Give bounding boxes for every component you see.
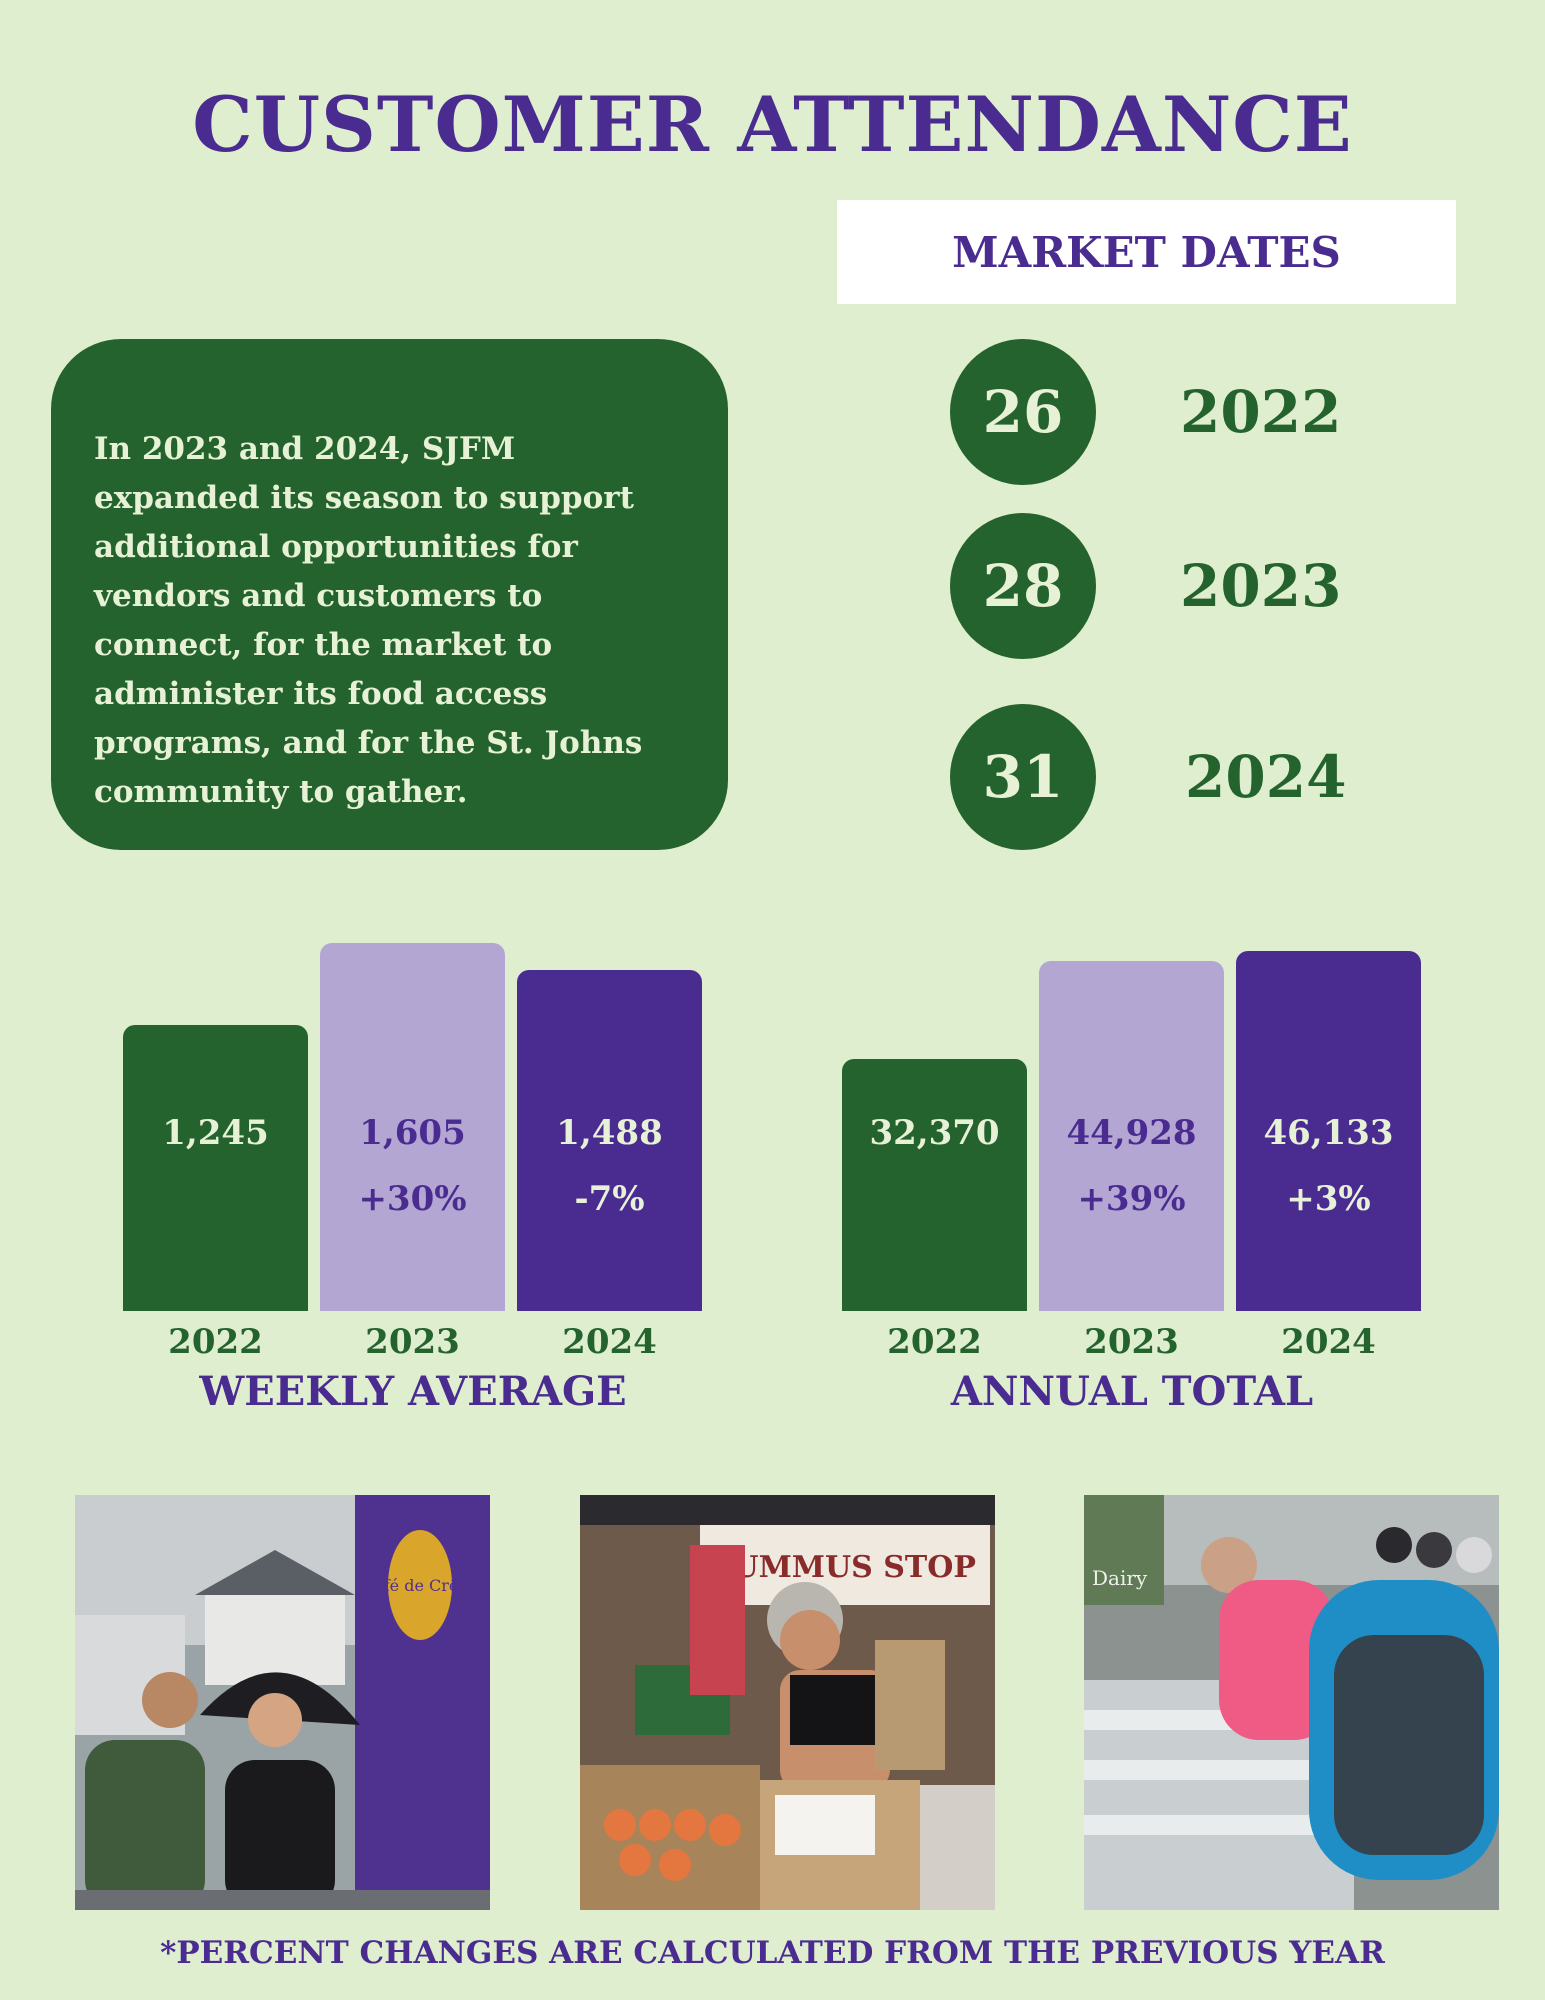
market-date-row-2023: 28 2023: [950, 513, 1470, 659]
market-date-row-2022: 26 2022: [950, 339, 1470, 485]
sign-text: HUMMUS STOP: [704, 1550, 976, 1585]
x-axis-label: 2022: [168, 1322, 263, 1362]
intro-text: In 2023 and 2024, SJFM expanded its seas…: [94, 431, 643, 810]
bar-2024: [1236, 951, 1421, 1311]
bar-value-label: 1,488: [556, 1113, 663, 1153]
market-date-row-2024: 31 2024: [950, 704, 1470, 850]
annual-total-chart: ANNUAL TOTAL 32,370 2022 44,928 +39% 2023 46,…: [842, 900, 1422, 1415]
bar-2023: [1039, 961, 1224, 1311]
market-date-count: 26: [950, 339, 1096, 485]
intro-text-box: In 2023 and 2024, SJFM expanded its seas…: [51, 339, 728, 850]
bar-change-label: +39%: [1077, 1179, 1186, 1219]
market-date-year: 2022: [1180, 378, 1342, 446]
bar-value-label: 44,928: [1066, 1113, 1197, 1153]
market-date-year: 2024: [1185, 743, 1347, 811]
bar-value-label: 1,245: [162, 1113, 269, 1153]
x-axis-label: 2023: [365, 1322, 460, 1362]
x-axis-label: 2024: [562, 1322, 657, 1362]
bar-2024: [517, 970, 702, 1311]
bar-2022: [842, 1059, 1027, 1311]
bar-change-label: -7%: [574, 1179, 645, 1219]
bar-value-label: 46,133: [1263, 1113, 1394, 1153]
x-axis-label: 2022: [887, 1322, 982, 1362]
market-photo-dairy-shoppers: Dairy: [1084, 1495, 1499, 1910]
market-dates-header: MARKET DATES: [837, 200, 1456, 304]
chart-title: WEEKLY AVERAGE: [199, 1368, 627, 1415]
x-axis-label: 2023: [1084, 1322, 1179, 1362]
weekly-average-chart: WEEKLY AVERAGE 1,245 2022 1,605 +30% 2023 1,4…: [123, 900, 703, 1415]
page-title: CUSTOMER ATTENDANCE: [192, 80, 1353, 169]
photo-peach-vendor-image: HUMMUS STOP: [580, 1495, 995, 1910]
chart-title: ANNUAL TOTAL: [950, 1368, 1314, 1415]
market-photo-umbrella-couple: Café de Crêpe: [75, 1495, 490, 1910]
photo-dairy-shoppers-image: Dairy: [1084, 1495, 1499, 1910]
bar-change-label: +30%: [358, 1179, 467, 1219]
bar-value-label: 32,370: [869, 1113, 1000, 1153]
x-axis-label: 2024: [1281, 1322, 1376, 1362]
photo-umbrella-couple-image: Café de Crêpe: [75, 1495, 490, 1910]
bar-2022: [123, 1025, 308, 1311]
bar-value-label: 1,605: [359, 1113, 466, 1153]
bar-2023: [320, 943, 505, 1311]
market-date-count: 28: [950, 513, 1096, 659]
sign-text: Café de Crêpe: [362, 1576, 478, 1595]
bar-change-label: +3%: [1286, 1179, 1371, 1219]
sign-text: Dairy: [1092, 1566, 1148, 1590]
footnote: *PERCENT CHANGES ARE CALCULATED FROM THE…: [160, 1935, 1385, 1971]
market-date-count: 31: [950, 704, 1096, 850]
market-photo-peach-vendor: HUMMUS STOP: [580, 1495, 995, 1910]
market-date-year: 2023: [1180, 552, 1342, 620]
